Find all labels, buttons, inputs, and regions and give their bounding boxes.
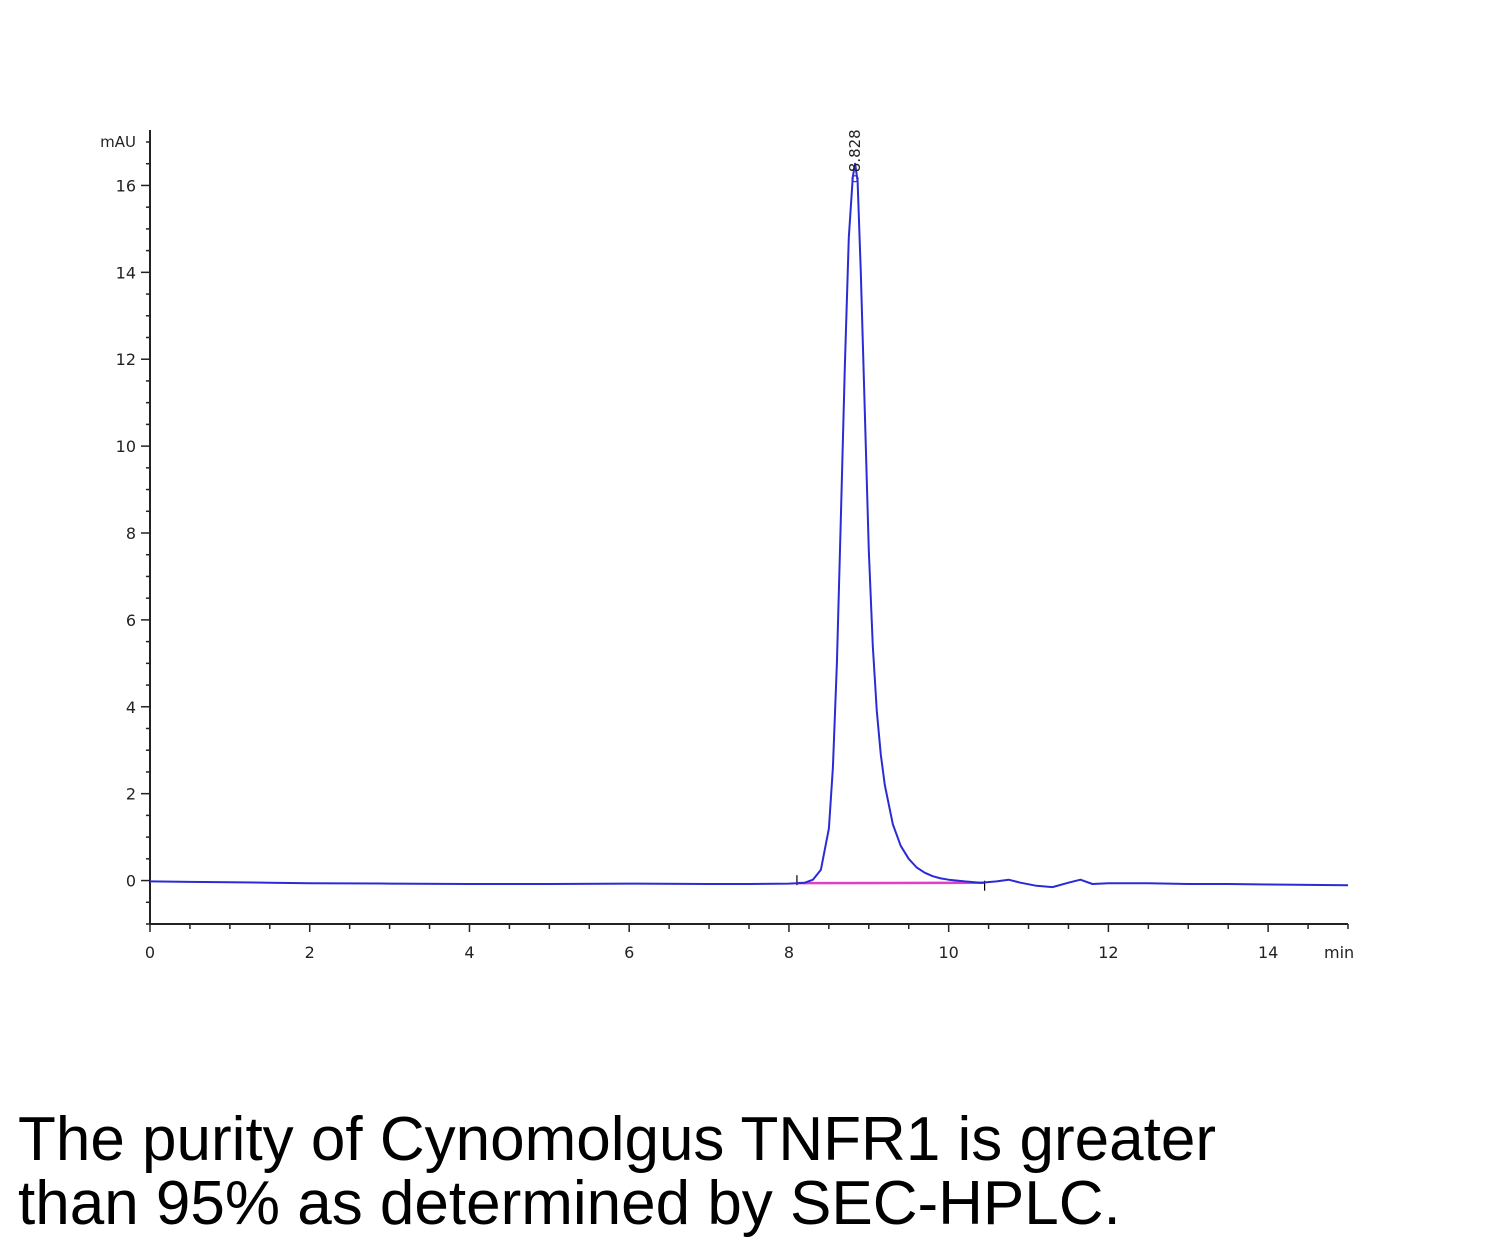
caption-line-1: The purity of Cynomolgus TNFR1 is greate… [18, 1105, 1216, 1174]
y-tick-label: 8 [126, 524, 136, 543]
x-tick-label: 0 [145, 943, 155, 962]
chromatogram-trace [149, 162, 1349, 889]
x-tick-label: 10 [938, 943, 958, 962]
y-tick-label: 14 [116, 263, 136, 282]
y-tick-label: 2 [126, 785, 136, 804]
y-tick-label: 4 [126, 698, 136, 717]
x-tick-label: 12 [1098, 943, 1118, 962]
y-axis-unit: mAU [100, 133, 136, 151]
y-axis: 0 2 4 6 8 10 12 14 16 mAU [100, 130, 151, 925]
peak-retention-label: 8.828 [846, 129, 864, 172]
x-tick-label: 8 [784, 943, 794, 962]
x-axis: 0 2 4 6 8 10 12 14 min [145, 923, 1354, 962]
y-tick-label: 0 [126, 872, 136, 891]
y-tick-label: 10 [116, 437, 136, 456]
y-tick-label: 16 [116, 176, 136, 195]
x-tick-label: 6 [624, 943, 634, 962]
x-axis-unit: min [1324, 943, 1354, 962]
x-tick-label: 4 [464, 943, 474, 962]
x-tick-label: 14 [1258, 943, 1278, 962]
y-tick-label: 12 [116, 350, 136, 369]
caption-line-2: than 95% as determined by SEC-HPLC. [18, 1169, 1121, 1238]
y-tick-label: 6 [126, 611, 136, 630]
caption: The purity of Cynomolgus TNFR1 is greate… [18, 1108, 1478, 1236]
plot-area [149, 162, 1349, 891]
peak-apex-marker [851, 175, 859, 183]
x-tick-label: 2 [305, 943, 315, 962]
chromatogram-chart: 0 2 4 6 8 10 12 14 min 0 2 4 6 8 10 12 14 16 mAU 8.828 [100, 129, 1354, 962]
